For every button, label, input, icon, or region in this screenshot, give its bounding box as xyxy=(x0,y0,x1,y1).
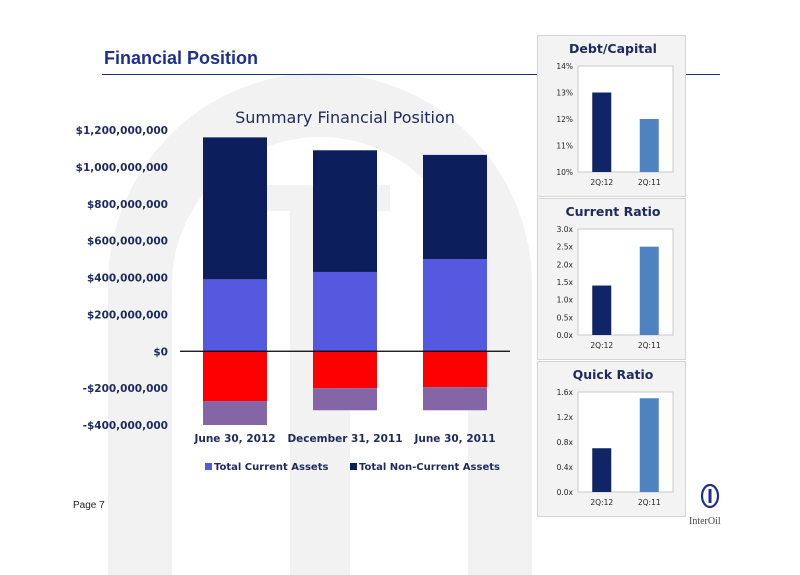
x-category-label: December 31, 2011 xyxy=(287,433,402,445)
mini-chart-title: Debt/Capital xyxy=(569,41,657,56)
y-tick-label: $200,000,000 xyxy=(87,309,168,321)
bar-segment-series-4 xyxy=(203,401,267,425)
legend-swatch xyxy=(350,463,357,470)
bar-segment-total-non-current-assets xyxy=(203,137,267,280)
current-ratio-panel: Current Ratio 0.0x 0.5x 1.0x 1.5x 2.0x 2.5x 3.0… xyxy=(537,198,686,360)
y-tick-label: $400,000,000 xyxy=(87,273,168,285)
bar-segment-total-non-current-assets xyxy=(313,150,377,272)
page-title: Financial Position xyxy=(104,48,259,68)
y-tick-label: 0.8x xyxy=(557,438,574,447)
y-tick-label: 11% xyxy=(556,142,573,151)
bar-segment-series-4 xyxy=(423,387,487,411)
bar-segment-total-current-assets xyxy=(203,279,267,352)
bar-2q-12 xyxy=(592,285,612,335)
y-tick-label: 0.4x xyxy=(557,463,574,472)
y-tick-label: 12% xyxy=(556,115,573,124)
page-number: Page 7 xyxy=(73,500,105,511)
legend-swatch xyxy=(205,463,212,470)
y-tick-label: $1,000,000,000 xyxy=(76,162,168,174)
y-tick-label: 0.5x xyxy=(557,313,574,322)
x-category-label: 2Q:12 xyxy=(590,178,613,187)
y-tick-label: $1,200,000,000 xyxy=(76,125,168,137)
x-category-label: 2Q:11 xyxy=(638,178,661,187)
x-category-label: June 30, 2012 xyxy=(193,433,275,445)
y-tick-label: 1.2x xyxy=(557,413,574,422)
legend-label: Total Non-Current Assets xyxy=(359,462,500,473)
x-category-label: 2Q:11 xyxy=(638,341,661,350)
y-tick-label: 14% xyxy=(556,62,573,71)
interoil-logo xyxy=(700,483,720,509)
x-category-label: 2Q:12 xyxy=(590,341,613,350)
y-tick-label: 3.0x xyxy=(557,225,574,234)
bar-segment-total-current-assets xyxy=(423,259,487,352)
y-tick-label: 10% xyxy=(556,168,573,177)
legend-label: Total Current Assets xyxy=(214,462,328,473)
bar-2q-12 xyxy=(592,92,612,172)
y-tick-label: $600,000,000 xyxy=(87,236,168,248)
bar-2q-11 xyxy=(639,246,659,335)
bar-segment-series-3 xyxy=(313,351,377,389)
title-divider xyxy=(102,74,720,75)
y-tick-label: 0.0x xyxy=(557,331,574,340)
current-ratio-chart: Current Ratio 0.0x 0.5x 1.0x 1.5x 2.0x 2.5x 3.0… xyxy=(557,204,674,350)
bar-segment-total-non-current-assets xyxy=(423,154,487,260)
y-tick-label: 0.0x xyxy=(557,488,574,497)
mini-chart-title: Quick Ratio xyxy=(573,367,654,382)
x-category-label: 2Q:11 xyxy=(638,498,661,507)
logo-text: InterOil xyxy=(689,516,721,527)
summary-financial-position-chart: Summary Financial Position $1,200,000,000… xyxy=(76,108,510,473)
y-tick-label: 2.5x xyxy=(557,243,574,252)
bar-2q-11 xyxy=(639,398,659,492)
quick-ratio-panel: Quick Ratio 0.0x 0.4x 0.8x 1.2x 1.6x 2Q:12 2Q:1… xyxy=(537,361,686,517)
debt-capital-chart: Debt/Capital 10% 11% 12% 13% 14% 2Q:12 2Q:11 xyxy=(556,41,674,187)
debt-capital-panel: Debt/Capital 10% 11% 12% 13% 14% 2Q:12 2Q:11 xyxy=(537,35,686,197)
quick-ratio-chart: Quick Ratio 0.0x 0.4x 0.8x 1.2x 1.6x 2Q:12 2Q:1… xyxy=(557,367,674,507)
bar-segment-series-3 xyxy=(423,351,487,388)
y-tick-label: 1.6x xyxy=(557,388,574,397)
y-tick-label: -$400,000,000 xyxy=(83,420,168,432)
bar-2q-12 xyxy=(592,448,612,492)
y-tick-label: 1.5x xyxy=(557,278,574,287)
y-tick-label: 2.0x xyxy=(557,260,574,269)
y-tick-label: $0 xyxy=(153,346,168,358)
y-tick-label: 13% xyxy=(556,89,573,98)
bar-2q-11 xyxy=(639,119,659,172)
x-category-label: 2Q:12 xyxy=(590,498,613,507)
x-category-label: June 30, 2011 xyxy=(413,433,495,445)
bar-segment-series-4 xyxy=(313,388,377,411)
y-tick-label: 1.0x xyxy=(557,296,574,305)
y-tick-label: $800,000,000 xyxy=(87,199,168,211)
bar-segment-total-current-assets xyxy=(313,271,377,352)
mini-chart-title: Current Ratio xyxy=(565,204,660,219)
bar-segment-series-3 xyxy=(203,351,267,402)
chart-title: Summary Financial Position xyxy=(235,108,455,127)
y-tick-label: -$200,000,000 xyxy=(83,383,168,395)
